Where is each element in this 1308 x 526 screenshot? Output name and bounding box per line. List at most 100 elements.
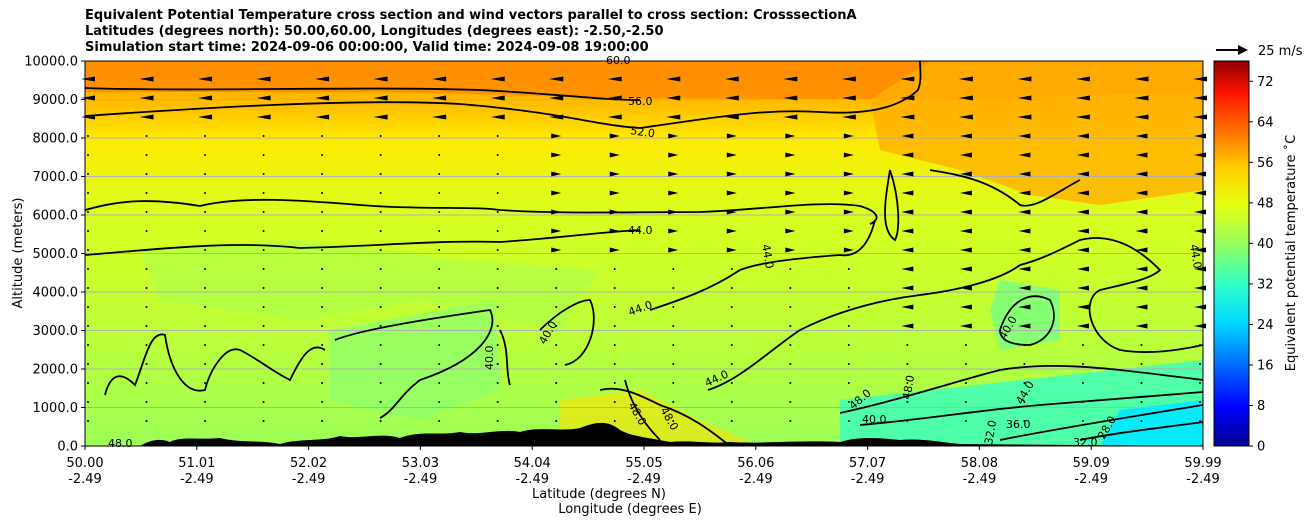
wind-vector: [668, 190, 679, 196]
wind-vector: [315, 95, 330, 101]
wind-vector: [321, 382, 324, 384]
wind-vector: [1135, 209, 1148, 215]
wind-vector: [1076, 190, 1089, 196]
wind-vector: [613, 401, 616, 403]
wind-vector: [783, 76, 798, 82]
x-tick-label-lat: 52.02: [290, 456, 327, 471]
x-tick-label-lat: 56.06: [737, 456, 774, 471]
wind-vector: [438, 287, 441, 289]
x-tick-label-lat: 59.09: [1073, 456, 1110, 471]
wind-vector: [145, 344, 148, 346]
wind-vector: [1194, 266, 1206, 272]
wind-vector: [900, 114, 915, 120]
wind-vector: [1081, 344, 1084, 346]
title-line-1: Equivalent Potential Temperature cross s…: [85, 8, 857, 23]
contour-label: 32.0: [1073, 436, 1098, 449]
wind-vector: [549, 95, 564, 101]
wind-vector: [315, 114, 330, 120]
wind-vector: [958, 76, 973, 82]
wind-vector: [672, 382, 675, 384]
wind-vector: [204, 230, 207, 232]
wind-vector: [730, 382, 733, 384]
wind-vector: [555, 306, 558, 308]
wind-vector: [789, 420, 792, 422]
wind-vector: [87, 420, 89, 422]
wind-vector: [145, 401, 148, 403]
x-tick-label-lat: 53.03: [402, 456, 439, 471]
wind-vector: [555, 420, 558, 422]
wind-vector: [379, 306, 382, 308]
colorbar-tick-label: 48: [1257, 196, 1274, 211]
x-tick-label-lat: 55.05: [625, 456, 662, 471]
wind-vector: [438, 192, 441, 194]
x-tick-label-lat: 57.07: [849, 456, 886, 471]
wind-vector: [847, 401, 850, 403]
wind-vector: [555, 325, 558, 327]
wind-vector: [1018, 171, 1031, 177]
wind-vector: [438, 249, 441, 251]
wind-vector: [1018, 190, 1031, 196]
wind-vector: [668, 171, 679, 177]
wind-vector: [379, 173, 382, 175]
wind-vector: [1075, 114, 1090, 120]
wind-vector: [321, 268, 324, 270]
wind-vector: [551, 228, 562, 234]
wind-vector: [730, 401, 733, 403]
wind-vector: [379, 363, 382, 365]
wind-vector: [321, 211, 324, 213]
wind-vector: [204, 420, 207, 422]
colorbar-tick-label: 64: [1257, 115, 1274, 130]
wind-vector: [1135, 171, 1148, 177]
wind-vector: [438, 154, 441, 156]
wind-vector: [906, 344, 909, 346]
wind-vector: [609, 247, 620, 253]
wind-vector: [724, 76, 739, 82]
wind-vector: [321, 325, 324, 327]
wind-vector: [145, 249, 148, 251]
wind-vector: [726, 190, 737, 196]
wind-vector: [783, 114, 798, 120]
wind-vector: [145, 154, 148, 156]
wind-vector: [847, 306, 850, 308]
contour-label: 44.0: [759, 243, 776, 269]
wind-vector: [964, 420, 967, 422]
wind-vector: [730, 287, 733, 289]
colorbar-axis: 0 8 16 24 32 40 48 56 64 72: [1249, 75, 1274, 455]
contour-label: 56.0: [628, 95, 653, 108]
wind-vector: [1199, 344, 1201, 346]
wind-vector: [1194, 285, 1206, 291]
wind-vector: [959, 266, 972, 272]
wind-vector: [379, 249, 382, 251]
wind-vector: [785, 228, 796, 234]
wind-vector: [204, 249, 207, 251]
wind-vector: [373, 76, 388, 82]
wind-vector: [906, 420, 909, 422]
wind-vector: [379, 420, 382, 422]
wind-vector: [609, 133, 620, 139]
wind-vector: [256, 76, 271, 82]
wind-vector: [490, 114, 505, 120]
wind-vector: [315, 76, 330, 82]
wind-vector: [901, 171, 914, 177]
wind-vector: [87, 192, 89, 194]
wind-vector: [204, 173, 207, 175]
wind-vector: [496, 249, 499, 251]
colorbar-label: Equivalent potential temperature ˚C: [1283, 135, 1299, 371]
wind-vector: [87, 363, 89, 365]
wind-vector: [900, 76, 915, 82]
wind-vector: [1023, 382, 1026, 384]
wind-vector: [1018, 266, 1031, 272]
wind-vector: [1017, 114, 1032, 120]
wind-vector: [139, 114, 154, 120]
wind-vector: [613, 420, 616, 422]
wind-vector: [1018, 152, 1031, 158]
wind-vector: [901, 152, 914, 158]
wind-vector: [321, 306, 324, 308]
wind-vector: [379, 382, 382, 384]
wind-vector: [666, 95, 681, 101]
wind-vector: [262, 306, 265, 308]
wind-vector: [262, 325, 265, 327]
wind-vector: [959, 171, 972, 177]
wind-vector: [730, 363, 733, 365]
colorbar-tick-label: 72: [1257, 75, 1274, 90]
